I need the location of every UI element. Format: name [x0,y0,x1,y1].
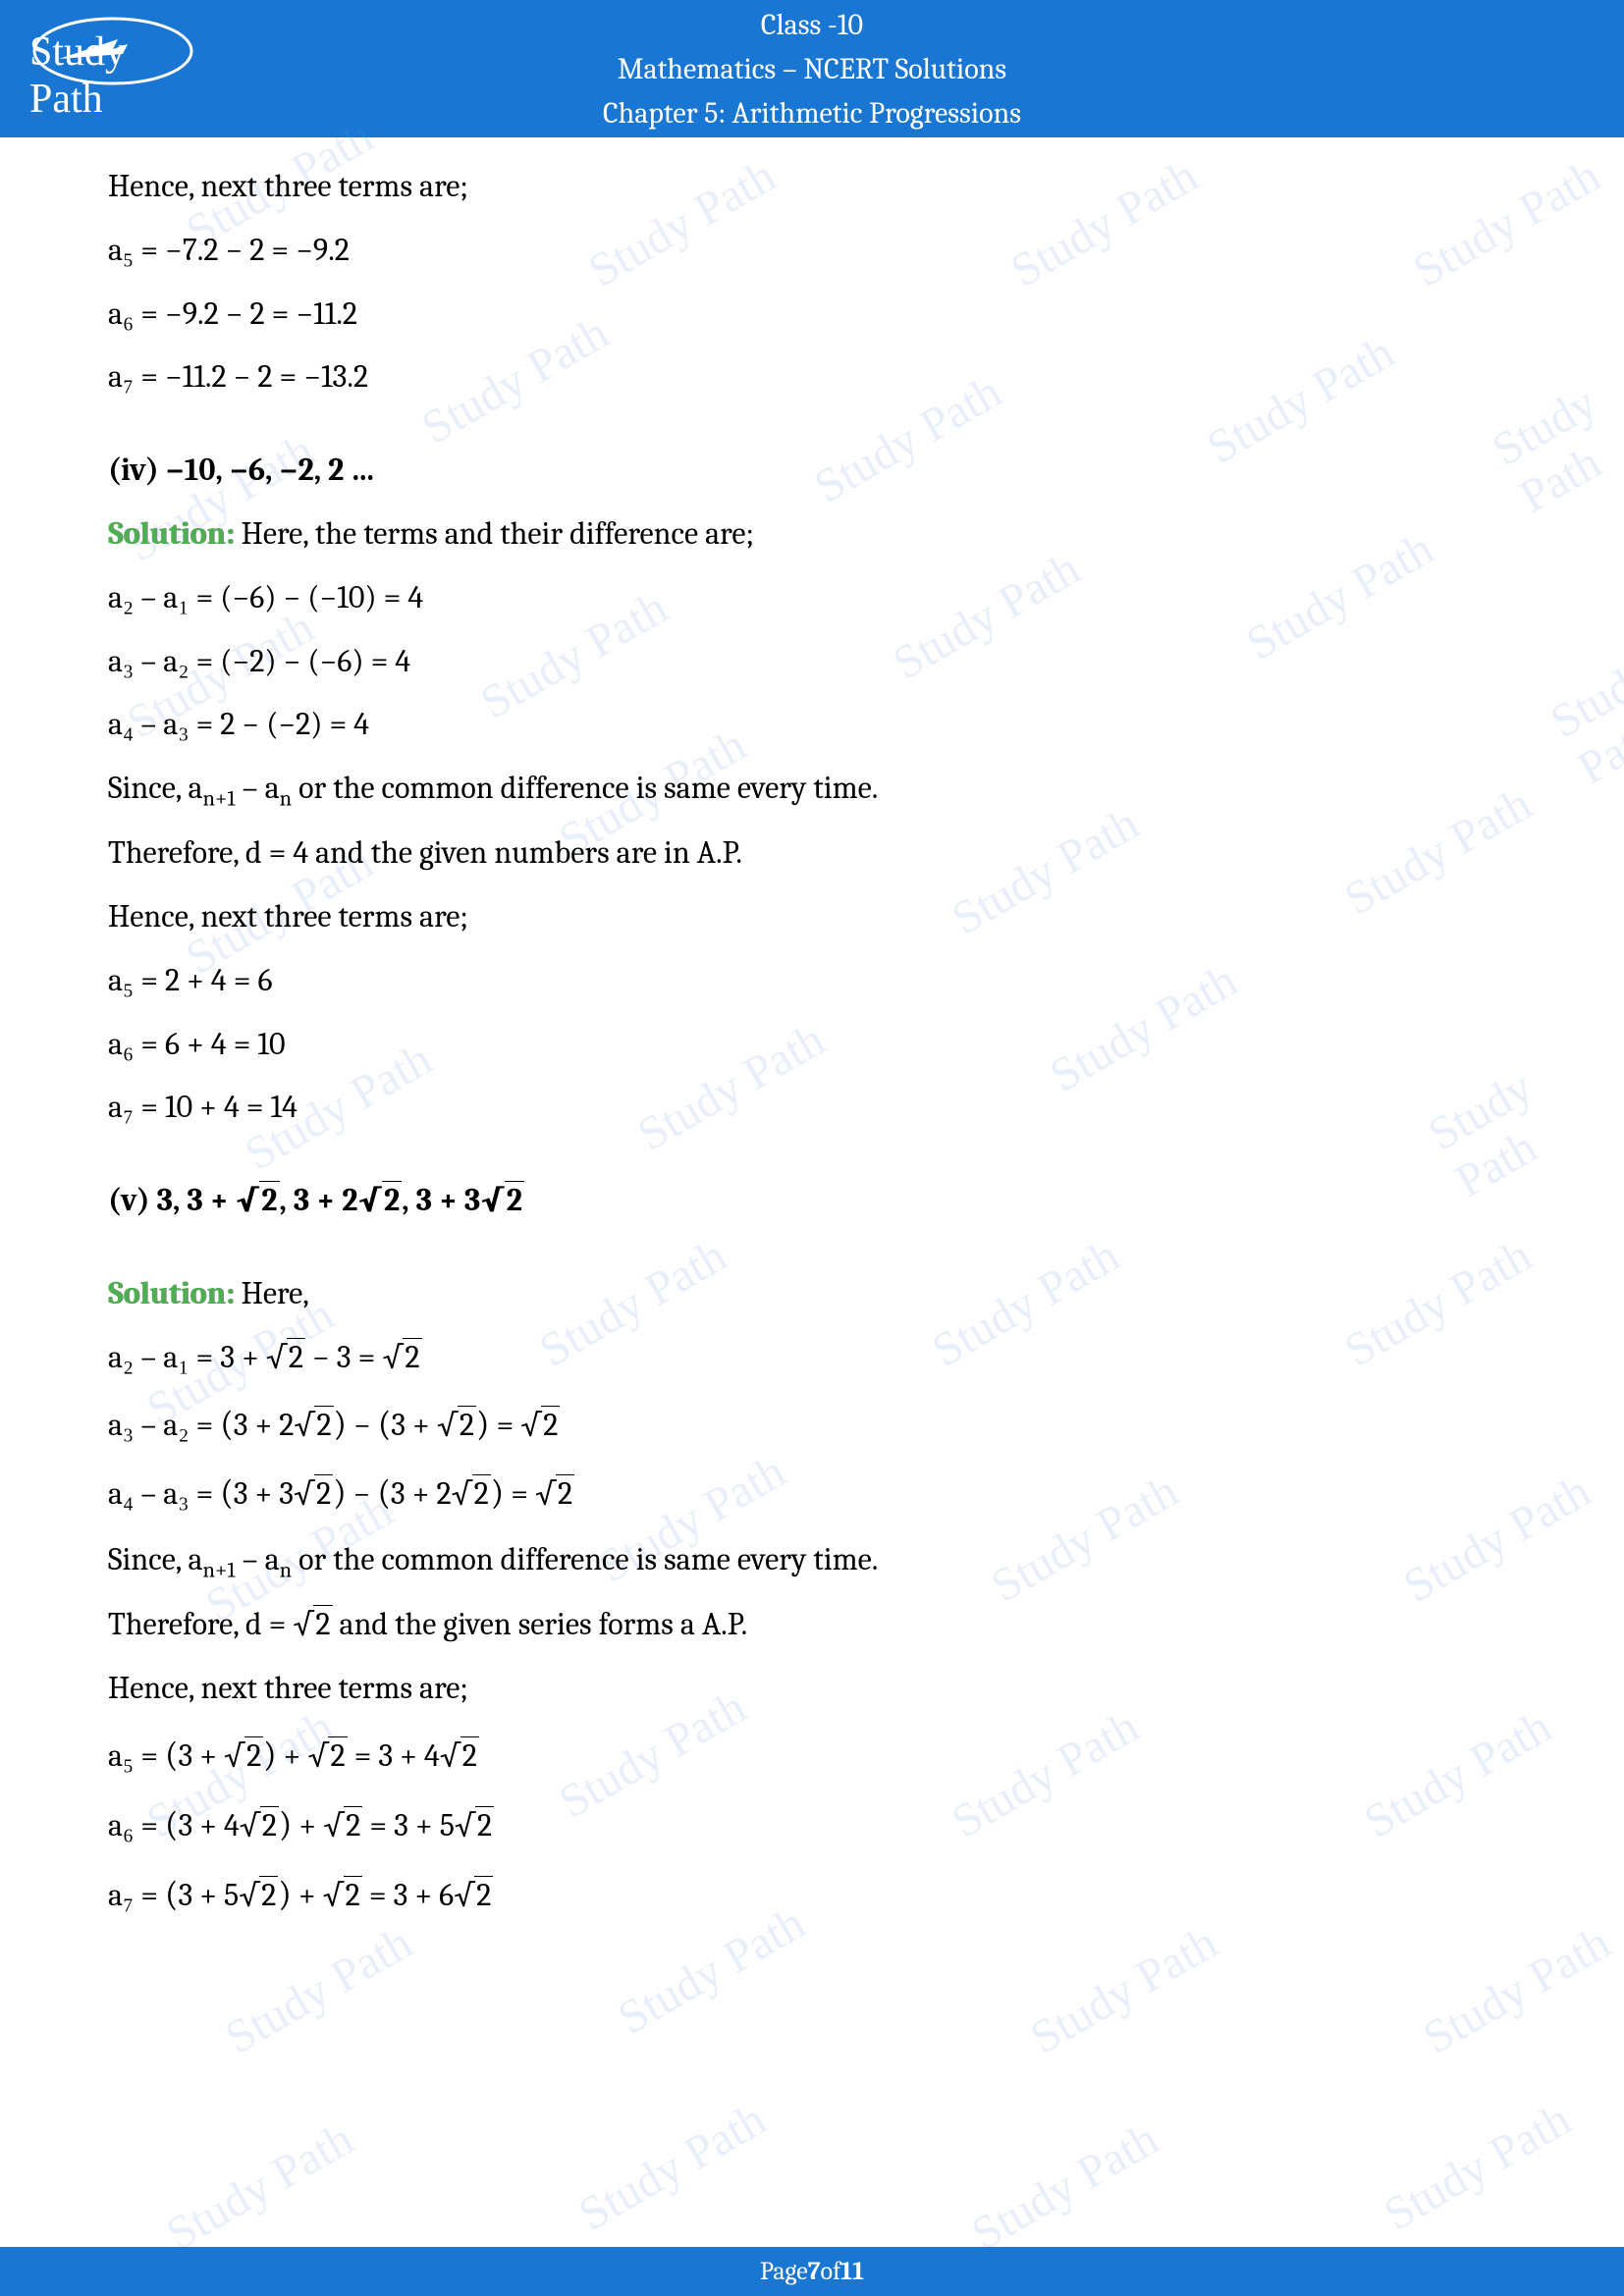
text-line: Hence, next three terms are; [108,157,1516,217]
equation-line: a₄ – a₃ = 2 − (−2) = 4 [108,695,1516,755]
equation-line: a₅ = −7.2 − 2 = −9.2 [108,221,1516,281]
logo-text: Study Path [29,28,196,123]
equation-line: a₄ – a₃ = (3 + 32) − (3 + 22) = 2 [108,1461,1516,1526]
text-line: Since, an+1 – an or the common differenc… [108,759,1516,820]
question-number: (iv) [108,452,166,488]
equation-line: a₅ = 2 + 4 = 6 [108,951,1516,1011]
header-subject: Mathematics – NCERT Solutions [618,47,1006,91]
equation-line: a₇ = (3 + 52) + 2 = 3 + 62 [108,1862,1516,1928]
question-heading: (v) 3, 3 + 2, 3 + 22, 3 + 32 [108,1171,1516,1231]
content-area: Hence, next three terms are; a₅ = −7.2 −… [0,137,1624,1927]
equation-line: a₆ = (3 + 42) + 2 = 3 + 52 [108,1792,1516,1858]
footer-of-label: of [821,2257,841,2286]
header-class: Class -10 [761,3,863,47]
solution-line: Solution: Here, the terms and their diff… [108,505,1516,564]
question-number: (v) [108,1182,157,1218]
equation-line: a₆ = 6 + 4 = 10 [108,1015,1516,1075]
equation-line: a₃ – a₂ = (3 + 22) − (3 + 2) = 2 [108,1392,1516,1458]
question-title: −10, −6, −2, 2 … [166,452,375,488]
equation-line: a₅ = (3 + 2) + 2 = 3 + 42 [108,1723,1516,1789]
footer-page-num: 7 [808,2257,821,2286]
question-heading: (iv) −10, −6, −2, 2 … [108,441,1516,501]
text-line: Since, an+1 – an or the common differenc… [108,1530,1516,1591]
solution-line: Solution: Here, [108,1264,1516,1324]
text-line: Hence, next three terms are; [108,887,1516,947]
equation-line: a₇ = 10 + 4 = 14 [108,1078,1516,1138]
equation-line: a₇ = −11.2 − 2 = −13.2 [108,347,1516,407]
logo: Study Path [29,15,196,123]
text-line: Hence, next three terms are; [108,1659,1516,1719]
page-header: Study Path Class -10 Mathematics – NCERT… [0,0,1624,137]
footer-total: 11 [840,2257,864,2286]
question-title: 3, 3 + 2, 3 + 22, 3 + 32 [157,1182,524,1218]
equation-line: a₂ – a₁ = 3 + 2 − 3 = 2 [108,1328,1516,1388]
text-line: Therefore, d = 2 and the given series fo… [108,1595,1516,1655]
page-footer: Page 7 of 11 [0,2247,1624,2296]
equation-line: a₂ – a₁ = (−6) − (−10) = 4 [108,568,1516,628]
solution-intro: Here, the terms and their difference are… [235,515,754,552]
header-chapter: Chapter 5: Arithmetic Progressions [603,91,1021,135]
solution-label: Solution: [108,515,235,552]
solution-label: Solution: [108,1275,235,1311]
footer-page-label: Page [760,2257,808,2286]
solution-intro: Here, [235,1275,309,1311]
equation-line: a₆ = −9.2 − 2 = −11.2 [108,285,1516,345]
text-line: Therefore, d = 4 and the given numbers a… [108,824,1516,883]
equation-line: a₃ – a₂ = (−2) − (−6) = 4 [108,632,1516,692]
